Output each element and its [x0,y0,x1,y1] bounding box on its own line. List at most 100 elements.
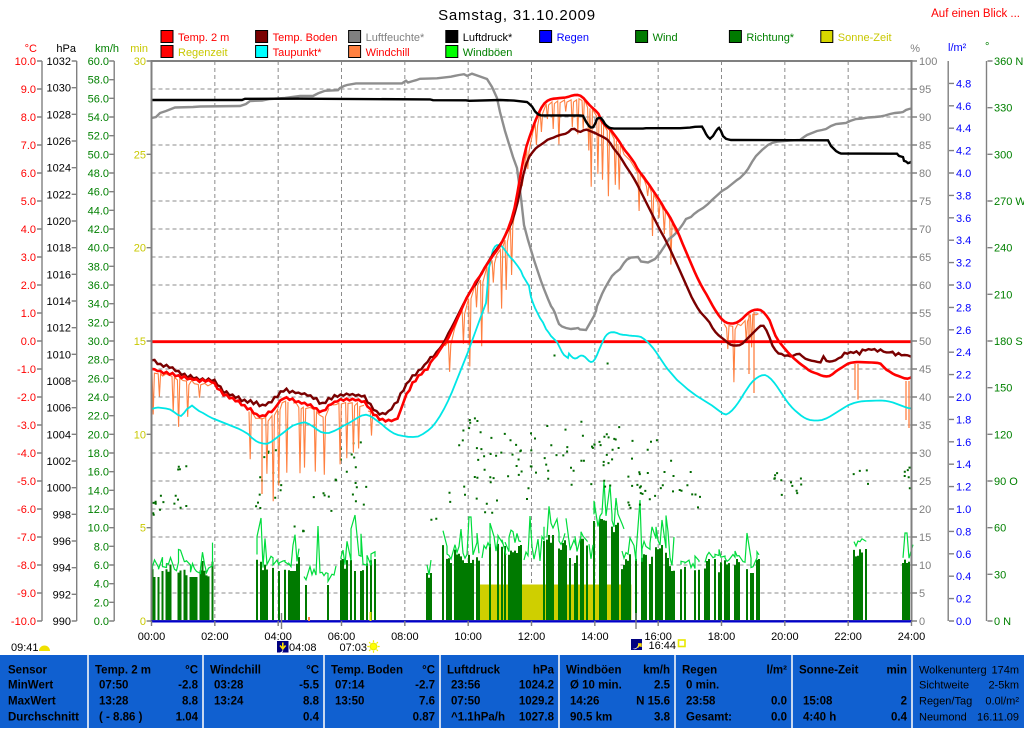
svg-text:990: 990 [53,616,71,628]
svg-text:07:03: 07:03 [339,642,367,654]
svg-text:°C: °C [25,43,37,55]
svg-text:-9.0: -9.0 [17,588,36,600]
svg-text:-6.0: -6.0 [17,504,36,516]
svg-text:0.0: 0.0 [771,712,787,724]
svg-text:5: 5 [140,523,146,535]
svg-text:13:28: 13:28 [99,696,129,708]
svg-text:Windböen: Windböen [566,665,621,677]
svg-text:Wind: Wind [653,32,678,44]
svg-text:Sensor: Sensor [8,665,48,677]
svg-text:Ø 10 min.: Ø 10 min. [570,680,622,692]
svg-text:55: 55 [919,308,931,320]
svg-text:0 min.: 0 min. [686,680,719,692]
svg-text:20: 20 [919,504,931,516]
svg-text:Windchill: Windchill [366,47,410,59]
svg-text:Neumond: Neumond [919,712,967,724]
svg-text:60: 60 [994,523,1006,535]
svg-text:04:00: 04:00 [264,631,292,643]
svg-text:Sichtweite: Sichtweite [919,680,969,692]
svg-text:2.5: 2.5 [654,680,671,692]
svg-text:38.0: 38.0 [88,261,109,273]
svg-text:36.0: 36.0 [88,280,109,292]
svg-text:1028: 1028 [47,109,71,121]
svg-text:44.0: 44.0 [88,205,109,217]
svg-text:Sonne-Zeit: Sonne-Zeit [838,32,892,44]
svg-text:Wolkenunterg: Wolkenunterg [919,665,987,677]
svg-text:4.0: 4.0 [21,224,36,236]
svg-text:3.4: 3.4 [956,235,971,247]
svg-text:4.2: 4.2 [956,146,971,158]
svg-text:Regenzeit: Regenzeit [178,47,228,59]
svg-text:-3.0: -3.0 [17,420,36,432]
svg-text:1020: 1020 [47,216,71,228]
svg-text:0.0: 0.0 [21,336,36,348]
svg-text:Luftfeuchte*: Luftfeuchte* [366,32,425,44]
svg-text:^1.1hPa/h: ^1.1hPa/h [451,712,505,724]
svg-text:2.8: 2.8 [956,302,971,314]
svg-text:2.4: 2.4 [956,347,971,359]
svg-text:14:00: 14:00 [581,631,609,643]
svg-text:15:08: 15:08 [803,696,833,708]
svg-text:1002: 1002 [47,456,71,468]
svg-text:Luftdruck*: Luftdruck* [463,32,513,44]
svg-text:1.04: 1.04 [176,712,199,724]
svg-text:23:56: 23:56 [451,680,480,692]
svg-text:-5.0: -5.0 [17,476,36,488]
svg-text:8.8: 8.8 [182,696,199,708]
svg-text:28.0: 28.0 [88,355,109,367]
svg-text:1.0: 1.0 [956,504,971,516]
svg-text:3.8: 3.8 [654,712,671,724]
svg-text:0: 0 [919,616,925,628]
svg-text:360 N: 360 N [994,56,1023,68]
svg-text:70: 70 [919,224,931,236]
svg-text:52.0: 52.0 [88,131,109,143]
svg-text:°: ° [985,41,989,53]
svg-text:30.0: 30.0 [88,336,109,348]
svg-text:2-5km: 2-5km [988,680,1019,692]
svg-text:180 S: 180 S [994,336,1023,348]
svg-text:75: 75 [919,196,931,208]
svg-text:48.0: 48.0 [88,168,109,180]
svg-text:58.0: 58.0 [88,75,109,87]
svg-text:15: 15 [919,532,931,544]
svg-text:22:00: 22:00 [834,631,862,643]
svg-text:1.0: 1.0 [21,308,36,320]
svg-text:90: 90 [919,112,931,124]
svg-text:35: 35 [919,420,931,432]
svg-text:Samstag, 31.10.2009: Samstag, 31.10.2009 [438,7,596,24]
svg-text:2: 2 [901,696,907,708]
svg-text:08:00: 08:00 [391,631,419,643]
svg-text:150: 150 [994,383,1012,395]
svg-text:34.0: 34.0 [88,299,109,311]
svg-text:4:40 h: 4:40 h [803,712,836,724]
svg-text:174m: 174m [991,665,1019,677]
svg-text:4.0: 4.0 [956,168,971,180]
svg-text:2.0: 2.0 [956,392,971,404]
svg-text:Regen/Tag: Regen/Tag [919,696,972,708]
svg-text:Auf einen Blick ...: Auf einen Blick ... [931,8,1020,20]
svg-text:1012: 1012 [47,323,71,335]
svg-text:Temp. Boden: Temp. Boden [331,665,403,677]
svg-text:Temp. Boden: Temp. Boden [273,32,338,44]
svg-text:8.0: 8.0 [94,541,109,553]
svg-text:1010: 1010 [47,349,71,361]
svg-text:32.0: 32.0 [88,317,109,329]
svg-text:9.0: 9.0 [21,84,36,96]
svg-text:4.6: 4.6 [956,101,971,113]
svg-text:7.6: 7.6 [419,696,435,708]
svg-text:50.0: 50.0 [88,149,109,161]
svg-text:km/h: km/h [95,43,119,55]
svg-text:25: 25 [919,476,931,488]
svg-text:3.6: 3.6 [956,213,971,225]
svg-text:240: 240 [994,243,1012,255]
svg-text:07:50: 07:50 [99,680,128,692]
svg-text:1.2: 1.2 [956,482,971,494]
svg-text:0.0: 0.0 [94,616,109,628]
svg-text:-2.7: -2.7 [415,680,435,692]
svg-text:20.0: 20.0 [88,429,109,441]
svg-text:4.0: 4.0 [94,579,109,591]
svg-text:0.0: 0.0 [956,616,971,628]
svg-text:-4.0: -4.0 [17,448,36,460]
svg-text:2.2: 2.2 [956,370,971,382]
svg-text:0.4: 0.4 [891,712,908,724]
